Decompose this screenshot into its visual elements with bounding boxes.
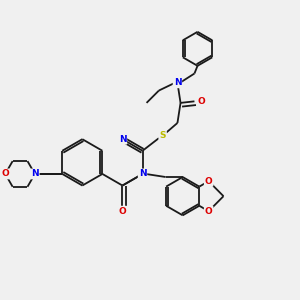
Text: N: N bbox=[139, 169, 146, 178]
Text: S: S bbox=[159, 131, 166, 140]
Text: O: O bbox=[2, 169, 9, 178]
Text: O: O bbox=[205, 207, 212, 216]
Text: O: O bbox=[118, 207, 126, 216]
Text: O: O bbox=[197, 97, 205, 106]
Text: N: N bbox=[31, 169, 39, 178]
Text: O: O bbox=[205, 177, 212, 186]
Text: N: N bbox=[119, 135, 126, 144]
Text: N: N bbox=[174, 78, 181, 87]
